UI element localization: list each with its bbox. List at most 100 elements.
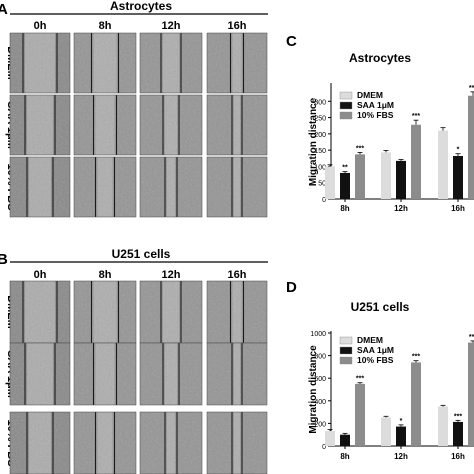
legend-label: 10% FBS: [357, 110, 394, 120]
bar: [396, 160, 406, 199]
legend-label: SAA 1μM: [357, 100, 394, 110]
micrograph-image: [139, 156, 203, 218]
bar: [325, 430, 335, 446]
x-tick-label: 12h: [394, 452, 408, 461]
bar: [411, 124, 421, 199]
y-tick-label: 200: [314, 421, 326, 428]
legend-label: DMEM: [357, 335, 383, 345]
bar: [453, 421, 463, 446]
micrograph-image: [206, 156, 268, 218]
y-tick-label: 250: [314, 116, 326, 123]
micrograph-image: [73, 156, 137, 218]
x-tick-label: 8h: [340, 204, 349, 213]
bar: [438, 130, 448, 199]
micrograph-image: [73, 94, 137, 156]
bar: [381, 152, 391, 199]
micrograph-image: [9, 280, 71, 344]
x-tick-label: 16h: [451, 204, 465, 213]
micrograph-image: [9, 156, 71, 218]
y-tick-label: 200: [314, 132, 326, 139]
legend-swatch: [339, 336, 353, 345]
micrograph-image: [139, 280, 203, 344]
micrograph-image: [206, 32, 268, 94]
micrograph-image: [73, 342, 137, 406]
time-label-0h: 0h: [34, 269, 47, 281]
bar: [468, 95, 474, 199]
significance-mark: **: [342, 165, 348, 172]
micrograph-image: [139, 94, 203, 156]
y-tick-label: 600: [314, 376, 326, 383]
panel-title: Astrocytes: [110, 0, 172, 13]
micrograph-image: [73, 411, 137, 474]
significance-mark: ***: [454, 413, 462, 420]
significance-mark: ***: [469, 334, 474, 341]
significance-mark: ***: [412, 113, 420, 120]
time-label-12h: 12h: [162, 20, 181, 32]
bar: [340, 434, 350, 446]
y-axis-label: Migration distance: [308, 345, 319, 434]
significance-mark: ***: [356, 376, 364, 383]
significance-mark: *: [457, 147, 460, 154]
time-label-0h: 0h: [34, 20, 47, 32]
legend-label: 10% FBS: [357, 355, 394, 365]
y-axis-label: Migration distance: [308, 97, 319, 186]
legend-swatch: [339, 346, 353, 355]
y-tick-label: 300: [314, 99, 326, 106]
x-tick-label: 12h: [394, 204, 408, 213]
chart-title: U251 cells: [351, 300, 410, 314]
micrograph-image: [206, 342, 268, 406]
x-tick-label: 16h: [451, 452, 465, 461]
legend-label: SAA 1μM: [357, 345, 394, 355]
bar: [438, 406, 448, 446]
y-tick-label: 400: [314, 399, 326, 406]
y-tick-label: 1000: [310, 331, 326, 338]
time-label-16h: 16h: [228, 20, 247, 32]
panel-title: U251 cells: [112, 247, 171, 261]
chart-letter: D: [286, 279, 297, 296]
bar: [411, 362, 421, 446]
micrograph-image: [139, 411, 203, 474]
y-tick-label: 0: [322, 444, 326, 451]
micrograph-image: [73, 280, 137, 344]
bar: [325, 166, 335, 199]
chart-d: D U251 cells 0 200 400 600 800 1000 Migration di…: [286, 279, 474, 461]
significance-mark: ***: [412, 354, 420, 361]
significance-mark: ***: [356, 145, 364, 152]
micrograph-image: [9, 342, 71, 406]
chart-letter: C: [286, 33, 297, 50]
legend-swatch: [339, 356, 353, 365]
bar: [340, 172, 350, 199]
x-tick-label: 8h: [340, 452, 349, 461]
micrograph-image: [9, 32, 71, 94]
y-tick-label: 100: [314, 164, 326, 171]
bar: [355, 154, 365, 199]
legend-swatch: [339, 101, 353, 110]
time-label-8h: 8h: [99, 269, 112, 281]
y-tick-label: 0: [322, 197, 326, 204]
time-label-8h: 8h: [99, 20, 112, 32]
legend-label: DMEM: [357, 90, 383, 100]
bar: [468, 342, 474, 446]
y-tick-label: 150: [314, 148, 326, 155]
bar: [453, 156, 463, 199]
panel-letter: A: [0, 1, 8, 18]
micrograph-image: [139, 32, 203, 94]
legend-swatch: [339, 91, 353, 100]
time-label-16h: 16h: [228, 269, 247, 281]
micrograph-image: [139, 342, 203, 406]
y-tick-label: 50: [318, 181, 326, 188]
bar: [396, 426, 406, 446]
legend-swatch: [339, 111, 353, 120]
micrograph-image: [73, 32, 137, 94]
micrograph-image: [206, 411, 268, 474]
micrograph-image: [9, 411, 71, 474]
y-tick-label: 800: [314, 354, 326, 361]
micrograph-image: [206, 280, 268, 344]
micrograph-image: [206, 94, 268, 156]
